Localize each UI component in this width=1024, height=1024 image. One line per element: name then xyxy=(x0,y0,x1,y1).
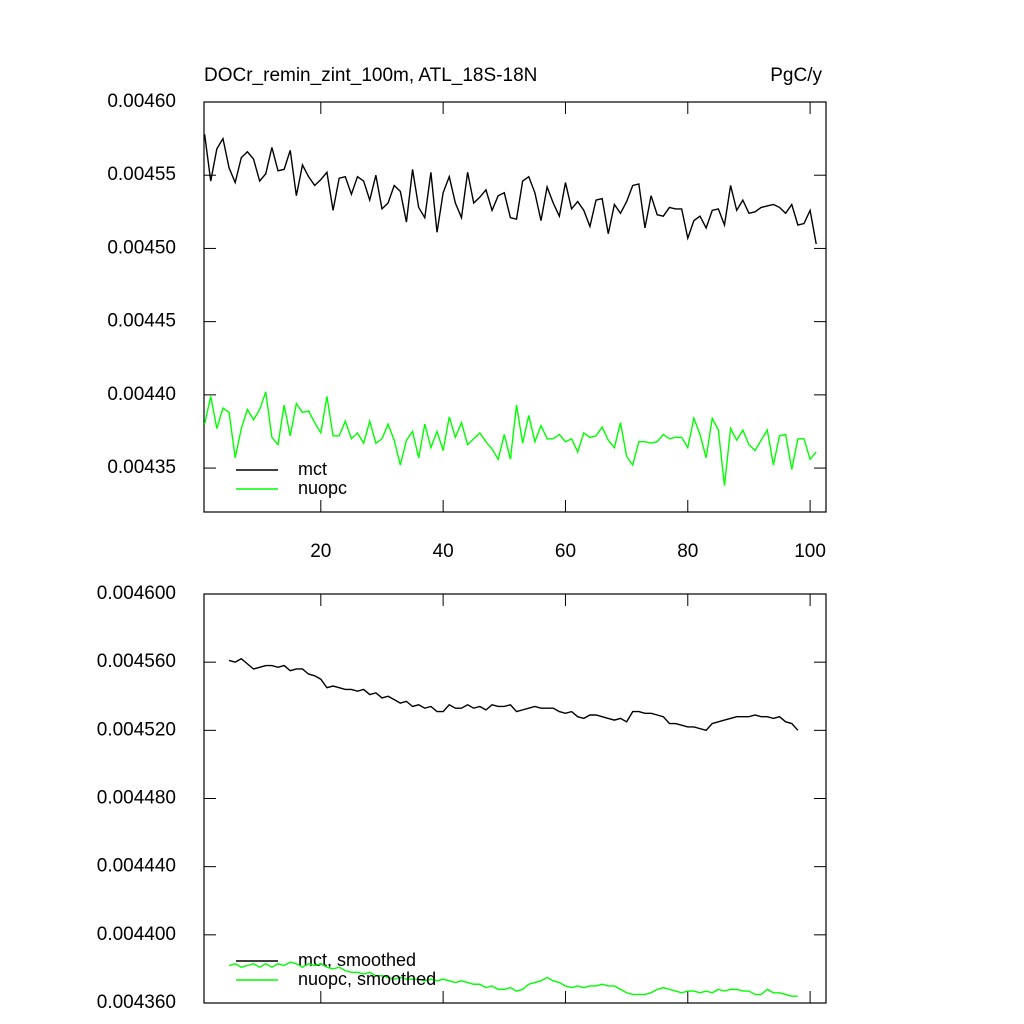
y-tick-label: 0.004560 xyxy=(97,651,176,672)
y-tick-label: 0.00445 xyxy=(107,311,176,332)
series-line xyxy=(203,391,817,486)
y-tick-label: 0.004400 xyxy=(97,924,176,945)
units-label: PgC/y xyxy=(770,65,822,86)
x-tick-label: 20 xyxy=(310,541,331,562)
legend-label: nuopc, smoothed xyxy=(298,969,436,989)
y-tick-label: 0.00435 xyxy=(107,457,176,478)
x-tick-label: 100 xyxy=(794,541,826,562)
y-tick-label: 0.00455 xyxy=(107,164,176,185)
x-tick-label: 80 xyxy=(677,541,698,562)
y-tick-label: 0.00450 xyxy=(107,237,176,258)
series-line xyxy=(203,134,817,245)
legend-label: mct xyxy=(298,459,327,479)
chart-title: DOCr_remin_zint_100m, ATL_18S-18N xyxy=(204,65,537,86)
y-tick-label: 0.004360 xyxy=(97,992,176,1013)
series-line xyxy=(228,657,799,732)
legend-label: mct, smoothed xyxy=(298,950,416,970)
y-tick-label: 0.00460 xyxy=(107,91,176,112)
y-tick-label: 0.004440 xyxy=(97,856,176,877)
plot-frame xyxy=(203,101,827,513)
series-line xyxy=(228,961,798,997)
legend-label: nuopc xyxy=(298,478,347,498)
y-tick-label: 0.004600 xyxy=(97,583,176,604)
x-tick-label: 60 xyxy=(555,541,576,562)
y-tick-label: 0.004480 xyxy=(97,788,176,809)
plot-frame xyxy=(203,593,827,1004)
y-tick-label: 0.004520 xyxy=(97,719,176,740)
x-tick-label: 40 xyxy=(433,541,454,562)
y-tick-label: 0.00440 xyxy=(107,384,176,405)
